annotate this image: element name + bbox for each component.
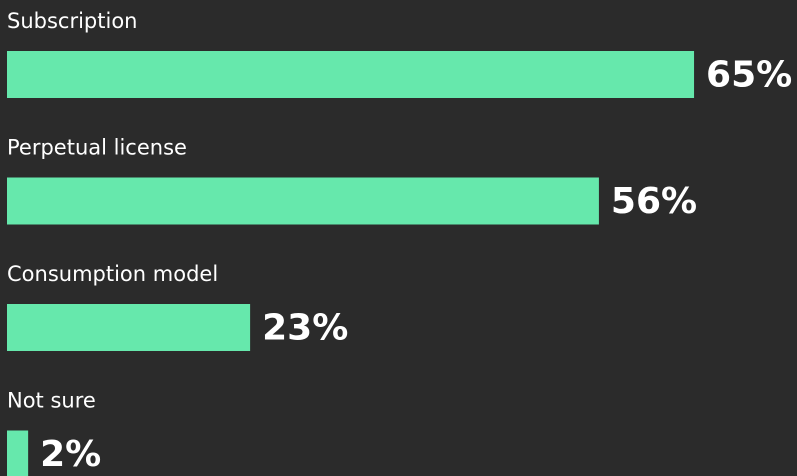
value-label: 2% <box>40 434 101 475</box>
bar <box>7 304 251 351</box>
category-label: Not sure <box>7 389 96 413</box>
category-label: Subscription <box>7 9 137 33</box>
value-label: 23% <box>262 308 348 349</box>
bar <box>7 430 29 476</box>
bar <box>7 51 695 98</box>
value-label: 65% <box>706 55 792 96</box>
value-label: 56% <box>611 181 697 222</box>
category-label: Perpetual license <box>7 136 187 160</box>
category-label: Consumption model <box>7 262 218 286</box>
bar <box>7 177 599 225</box>
